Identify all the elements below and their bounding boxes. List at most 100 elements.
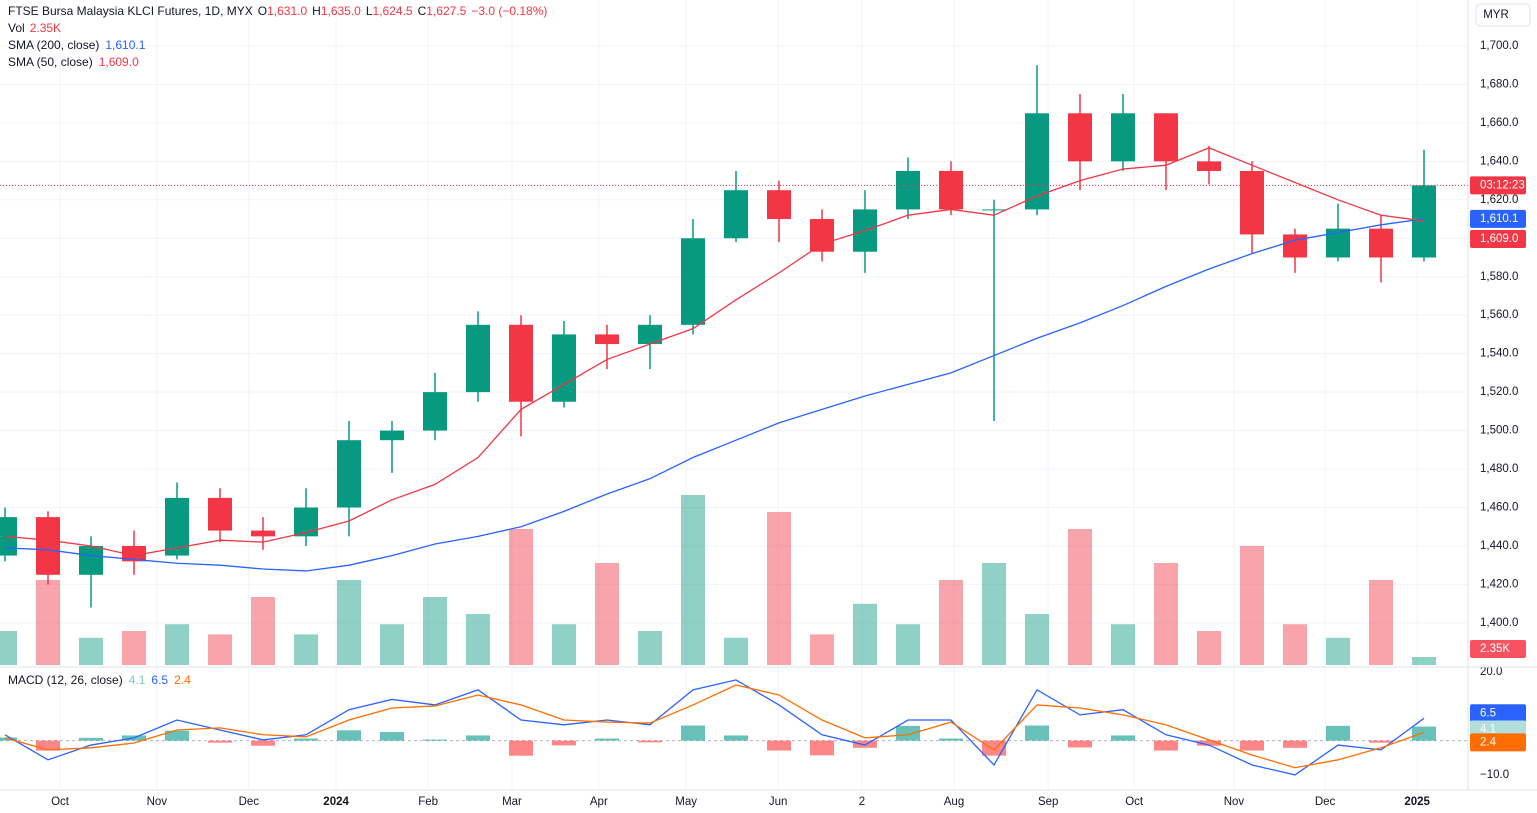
y-tick-label: 1,580.0 bbox=[1480, 271, 1518, 283]
sma-line bbox=[4, 147, 1425, 557]
macd-histogram-bar bbox=[1412, 726, 1436, 741]
currency-button[interactable] bbox=[1475, 3, 1531, 27]
volume-bar bbox=[853, 603, 877, 665]
volume-badge-bg bbox=[1470, 640, 1526, 659]
legend-text: Vol bbox=[8, 21, 25, 35]
legend-text: 2.4 bbox=[174, 673, 191, 687]
x-tick-label: Oct bbox=[51, 796, 70, 808]
candle-body bbox=[595, 334, 619, 345]
macd-histogram-bar bbox=[1197, 740, 1221, 746]
macd-histogram-bar bbox=[337, 730, 361, 741]
y-tick-label: 1,640.0 bbox=[1480, 155, 1518, 167]
volume-bar bbox=[36, 580, 60, 665]
volume-bar bbox=[1111, 624, 1135, 665]
volume-bar bbox=[1240, 546, 1264, 665]
macd-histogram-bar bbox=[251, 740, 275, 746]
legend-text: O bbox=[258, 4, 267, 18]
macd-histogram-bar bbox=[294, 738, 318, 741]
x-tick-label: Oct bbox=[1125, 796, 1144, 808]
x-tick-label: Nov bbox=[147, 796, 168, 808]
candle-body bbox=[1025, 113, 1049, 210]
volume-bar bbox=[810, 634, 834, 665]
volume-bar bbox=[1154, 563, 1178, 665]
macd-histogram-bar bbox=[423, 739, 447, 741]
volume-bar bbox=[1412, 657, 1436, 665]
x-tick-label: 2025 bbox=[1404, 796, 1430, 808]
volume-bar bbox=[724, 637, 748, 665]
candle-body bbox=[939, 170, 963, 210]
legend-text: 1,627.5 bbox=[426, 4, 466, 18]
macd-histogram-bar bbox=[208, 740, 232, 743]
legend-row: SMA (200, close) 1,610.1 bbox=[8, 38, 146, 52]
candle-body bbox=[982, 209, 1006, 211]
macd-histogram-bar bbox=[896, 725, 920, 741]
volume-bar bbox=[896, 624, 920, 665]
legend-text: 6.5 bbox=[151, 673, 168, 687]
volume-bar bbox=[638, 631, 662, 665]
legend-row: SMA (50, close) 1,609.0 bbox=[8, 55, 139, 69]
candle-body bbox=[724, 190, 748, 239]
y-tick-label: 1,400.0 bbox=[1480, 617, 1518, 629]
y-tick-label: 1,440.0 bbox=[1480, 540, 1518, 552]
macd-histogram-bar bbox=[853, 740, 877, 748]
macd-histogram-bar bbox=[638, 740, 662, 743]
candle-body bbox=[1068, 113, 1092, 162]
x-tick-label: Feb bbox=[418, 796, 438, 808]
macd-histogram-bar bbox=[1240, 740, 1264, 751]
x-tick-label: Jun bbox=[769, 796, 788, 808]
legend-text: C bbox=[418, 4, 427, 18]
macd-histogram-bar bbox=[810, 740, 834, 756]
signal-line bbox=[4, 684, 1425, 769]
macd-tick-label: −10.0 bbox=[1480, 769, 1509, 781]
legend-text: 1,635.0 bbox=[321, 4, 361, 18]
volume-bar bbox=[1068, 529, 1092, 665]
volume-bar bbox=[552, 624, 576, 665]
macd-histogram-bar bbox=[939, 738, 963, 741]
volume-bar bbox=[423, 597, 447, 665]
legend-row: FTSE Bursa Malaysia KLCI Futures, 1D, MY… bbox=[8, 4, 547, 18]
candle-body bbox=[896, 170, 920, 210]
legend-text: 1,609.0 bbox=[99, 55, 139, 69]
legend-row: MACD (12, 26, close) 4.1 6.5 2.4 bbox=[8, 673, 191, 687]
candle-body bbox=[423, 392, 447, 431]
candle-body bbox=[36, 517, 60, 575]
y-tick-label: 1,560.0 bbox=[1480, 309, 1518, 321]
candle-body bbox=[1283, 234, 1307, 258]
volume-bar bbox=[165, 624, 189, 665]
candle-body bbox=[294, 507, 318, 537]
volume-badge: 2.35K bbox=[1480, 643, 1510, 655]
hist-badge: 4.1 bbox=[1480, 724, 1496, 736]
volume-bar bbox=[122, 631, 146, 665]
macd-histogram-bar bbox=[1025, 725, 1049, 741]
sma-badge: 1,610.1 bbox=[1480, 213, 1518, 225]
x-tick-label: 2024 bbox=[323, 796, 349, 808]
volume-bar bbox=[939, 580, 963, 665]
legend-text: −3.0 (−0.18%) bbox=[471, 4, 547, 18]
legend-row: Vol 2.35K bbox=[8, 21, 61, 35]
macd-histogram-bar bbox=[1326, 725, 1350, 741]
volume-bar bbox=[251, 597, 275, 665]
legend-text: H bbox=[312, 4, 321, 18]
candle-body bbox=[466, 324, 490, 393]
candle-body bbox=[1412, 185, 1436, 258]
volume-bar bbox=[0, 631, 17, 665]
macd-histogram-bar bbox=[767, 740, 791, 751]
legend-text: FTSE Bursa Malaysia KLCI Futures, 1D, MY… bbox=[8, 4, 253, 18]
volume-bar bbox=[380, 624, 404, 665]
volume-bar bbox=[1369, 580, 1393, 665]
candle-body bbox=[681, 238, 705, 325]
x-tick-label: Mar bbox=[502, 796, 522, 808]
macd-histogram-bar bbox=[1369, 740, 1393, 743]
y-tick-label: 1,420.0 bbox=[1480, 578, 1518, 590]
volume-bar bbox=[595, 563, 619, 665]
volume-bar bbox=[1326, 637, 1350, 665]
candle-body bbox=[638, 324, 662, 345]
macd-histogram-bar bbox=[681, 725, 705, 741]
volume-bar bbox=[294, 634, 318, 665]
volume-bar bbox=[1283, 624, 1307, 665]
legend-text: 4.1 bbox=[129, 673, 146, 687]
macd-histogram-bar bbox=[36, 740, 60, 751]
candle-body bbox=[1154, 113, 1178, 162]
